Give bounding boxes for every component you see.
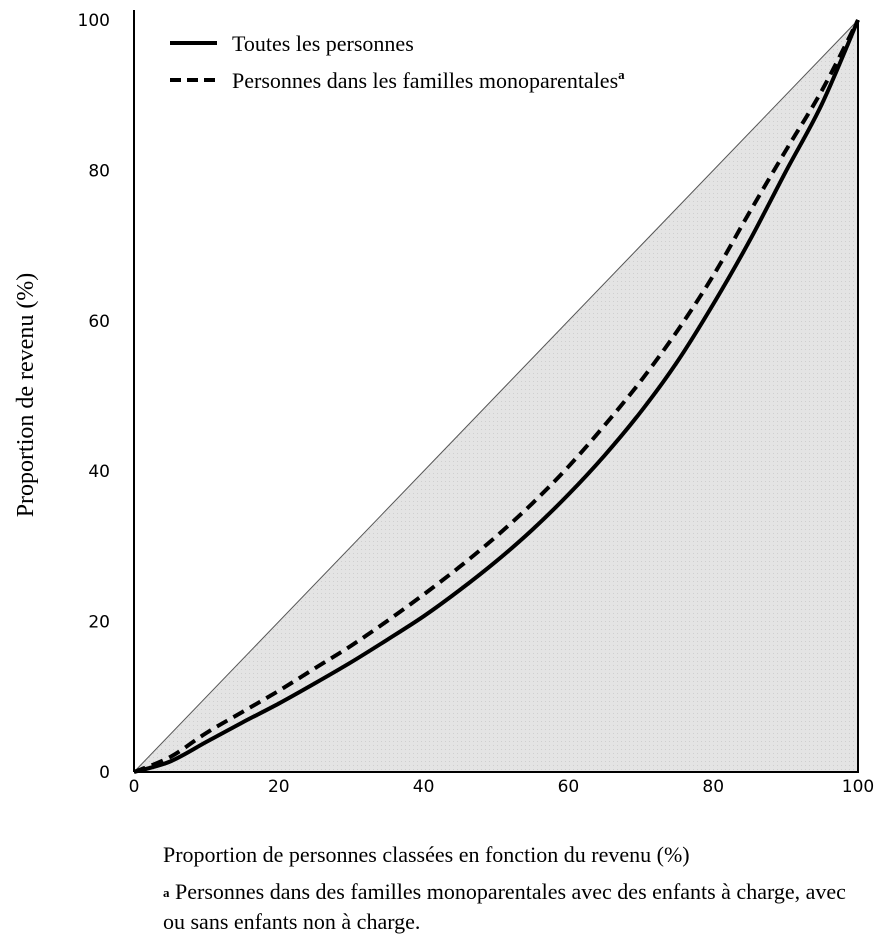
footnote-marker: a bbox=[163, 885, 170, 900]
legend-label-single-parent-text: Personnes dans les familles monoparental… bbox=[232, 68, 618, 93]
y-axis-label: Proportion de revenu (%) bbox=[13, 273, 39, 518]
footnote: a Personnes dans des familles monoparent… bbox=[163, 877, 863, 937]
series-line-single-parent bbox=[133, 19, 860, 774]
y-tick-label: 20 bbox=[88, 613, 110, 633]
footnote-text: Personnes dans des familles monoparental… bbox=[163, 879, 846, 934]
y-tick-label: 0 bbox=[99, 763, 110, 783]
series-line-all-persons bbox=[133, 19, 860, 774]
y-tick-label: 80 bbox=[88, 161, 110, 181]
x-tick-label: 20 bbox=[268, 777, 290, 797]
x-tick-label: 60 bbox=[558, 777, 580, 797]
y-tick-label: 100 bbox=[78, 11, 110, 31]
y-tick-label: 60 bbox=[88, 312, 110, 332]
x-tick-label: 80 bbox=[702, 777, 724, 797]
lorenz-chart: 0 20 40 60 80 100 0 20 40 60 80 100 Toutes les pers… bbox=[13, 10, 874, 797]
equality-line bbox=[133, 19, 859, 773]
legend-superscript-a: a bbox=[618, 67, 625, 82]
legend-label-single-parent: Personnes dans les familles monoparental… bbox=[232, 67, 625, 93]
x-tick-label: 100 bbox=[842, 777, 874, 797]
x-axis-label: Proportion de personnes classées en fonc… bbox=[163, 842, 690, 867]
chart-legend: Toutes les personnes Personnes dans les … bbox=[170, 31, 625, 93]
legend-label-all-persons: Toutes les personnes bbox=[232, 31, 414, 56]
x-tick-label: 0 bbox=[129, 777, 140, 797]
y-tick-label: 40 bbox=[88, 462, 110, 482]
x-tick-label: 40 bbox=[413, 777, 435, 797]
